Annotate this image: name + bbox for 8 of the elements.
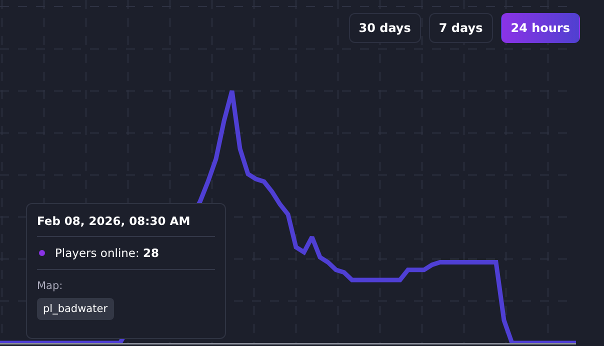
annotation: Players online: <box>55 246 140 260</box>
annotation: pl_badwater <box>37 298 114 320</box>
annotation: Feb 08, 2026, 08:30 AM <box>37 214 215 237</box>
annotation: 28 <box>143 246 160 260</box>
text: 7 days <box>428 13 493 43</box>
text: 24 hours <box>500 13 580 43</box>
text: 30 days <box>348 13 421 43</box>
annotation: Map: <box>37 280 64 292</box>
